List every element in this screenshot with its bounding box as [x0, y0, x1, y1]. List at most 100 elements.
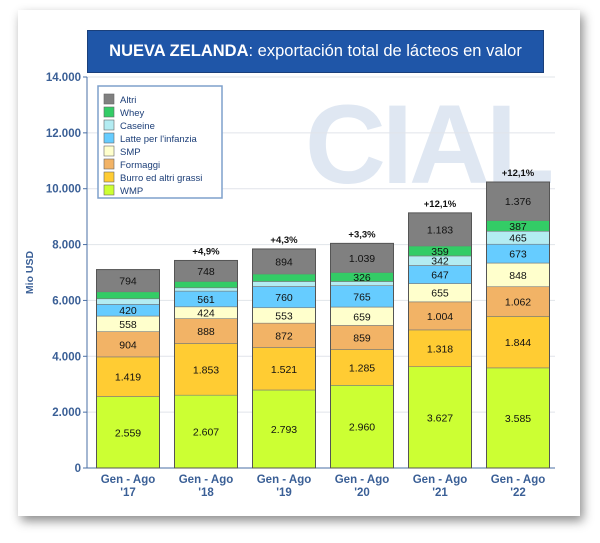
data-label: 1.318 [427, 343, 453, 355]
legend-swatch [103, 184, 115, 196]
data-label: 2.559 [115, 427, 141, 439]
data-label: 904 [119, 339, 137, 351]
data-label: 1.844 [505, 337, 531, 349]
y-axis-label: Mio USD [24, 251, 36, 295]
x-tick-label: Gen - Ago [179, 474, 234, 486]
bar-segment [408, 212, 472, 247]
growth-label: +4,9% [192, 246, 220, 257]
data-label: 765 [353, 291, 371, 303]
bar-segment [486, 367, 550, 469]
bar-segment [330, 349, 394, 386]
x-tick-label: Gen - Ago [257, 474, 312, 486]
data-label: 326 [353, 272, 371, 284]
bar-segment [252, 322, 316, 348]
data-label: 2.960 [349, 422, 375, 434]
bar-segment [96, 331, 160, 358]
x-tick-label: Gen - Ago [335, 474, 390, 486]
bar-outline [330, 242, 394, 469]
chart-title: NUEVA ZELANDA: exportación total de láct… [87, 30, 544, 73]
y-tick-label: 12.000 [46, 128, 81, 140]
data-label: 342 [431, 256, 449, 268]
data-label: 424 [197, 308, 215, 320]
data-label: 647 [431, 270, 449, 282]
data-label: 2.607 [193, 427, 219, 439]
x-tick-label-year: '18 [198, 487, 214, 499]
data-label: 465 [509, 233, 527, 245]
data-label: 1.376 [505, 196, 531, 208]
bar-segment [252, 273, 316, 282]
growth-label: +12,1% [502, 168, 535, 179]
bar-segment [252, 281, 316, 287]
legend-swatch [103, 119, 115, 131]
data-label: 872 [275, 330, 293, 342]
legend-label: SMP [120, 147, 141, 158]
bar-segment [96, 291, 160, 300]
legend-swatch [103, 132, 115, 144]
x-tick-label: Gen - Ago [413, 474, 468, 486]
bar-segment [174, 281, 238, 289]
data-label: 3.627 [427, 412, 453, 424]
legend-label: Latte per l'infanzia [120, 134, 198, 145]
legend-swatch [103, 171, 115, 183]
data-label: 1.183 [427, 224, 453, 236]
data-label: 655 [431, 288, 449, 300]
bar-segment [96, 396, 160, 469]
x-tick-label-year: '22 [510, 487, 526, 499]
bar-segment [252, 347, 316, 391]
bar-outline [486, 181, 550, 469]
data-label: 3.585 [505, 413, 531, 425]
bar-outline [174, 259, 238, 469]
bar-outline [252, 248, 316, 469]
data-label: 659 [353, 311, 371, 323]
data-label: 1.419 [115, 372, 141, 384]
chart-title-rest: : exportación total de lácteos en valor [248, 42, 522, 60]
bar-segment [486, 181, 550, 221]
bar-segment [252, 389, 316, 469]
bar-segment [252, 248, 316, 275]
legend-label: Caseine [120, 121, 155, 132]
data-label: 1.853 [193, 364, 219, 376]
data-label: 1.062 [505, 297, 531, 309]
data-label: 359 [431, 246, 449, 258]
y-tick-label: 0 [75, 463, 81, 475]
legend-label: Formaggi [120, 160, 160, 171]
data-label: 848 [509, 270, 527, 282]
legend-label: WMP [120, 186, 143, 197]
x-tick-label-year: '21 [432, 487, 448, 499]
chart-title-bold: NUEVA ZELANDA [109, 42, 249, 60]
y-tick-label: 6.000 [52, 295, 81, 307]
legend-swatch [103, 145, 115, 157]
legend-swatch [103, 158, 115, 170]
data-label: 553 [275, 310, 293, 322]
y-tick-label: 10.000 [46, 184, 81, 196]
data-label: 859 [353, 332, 371, 344]
data-label: 561 [197, 294, 215, 306]
x-tick-label-year: '17 [120, 487, 136, 499]
legend-label: Burro ed altri grassi [120, 173, 202, 184]
y-tick-label: 2.000 [52, 407, 81, 419]
bar-segment [96, 298, 160, 305]
legend-label: Altri [120, 95, 136, 106]
data-label: 748 [197, 266, 215, 278]
growth-label: +3,3% [348, 229, 376, 240]
data-label: 794 [119, 276, 137, 288]
legend-swatch [103, 106, 115, 118]
data-label: 888 [197, 326, 215, 338]
data-label: 420 [119, 305, 137, 317]
x-tick-label: Gen - Ago [491, 474, 546, 486]
data-label: 1.521 [271, 364, 297, 376]
data-label: 1.004 [427, 311, 453, 323]
growth-label: +12,1% [424, 199, 457, 210]
bar-segment [486, 286, 550, 317]
data-label: 1.039 [349, 253, 375, 265]
data-label: 558 [119, 319, 137, 331]
x-tick-label-year: '19 [276, 487, 292, 499]
bar-segment [174, 287, 238, 292]
x-tick-label: Gen - Ago [101, 474, 156, 486]
data-label: 1.285 [349, 362, 375, 374]
data-label: 894 [275, 256, 293, 268]
data-label: 2.793 [271, 424, 297, 436]
bar-outline [96, 269, 160, 469]
y-tick-label: 4.000 [52, 351, 81, 363]
